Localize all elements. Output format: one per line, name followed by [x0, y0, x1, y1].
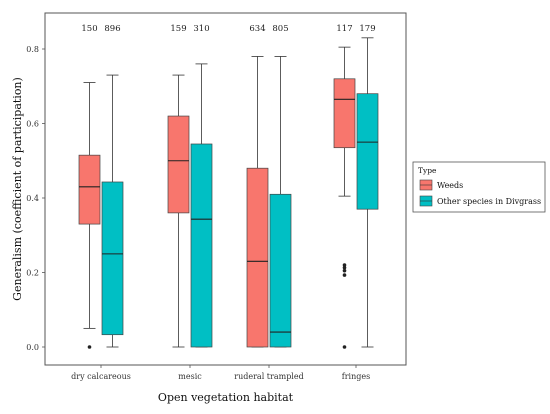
outlier-point	[342, 345, 347, 349]
legend-label-other: Other species in Divgrass	[437, 197, 541, 206]
outlier-point	[342, 265, 347, 270]
legend-frame	[412, 161, 546, 213]
box-iqr	[167, 115, 190, 214]
outlier-point	[342, 268, 347, 273]
y-tick-label: 0.2	[26, 269, 39, 278]
count-label: 117	[336, 24, 352, 34]
box-marks: 150 159 634 117 896 310 805 179	[78, 24, 379, 349]
x-tick-label: mesic	[178, 372, 202, 381]
box-other-1: 310	[190, 24, 213, 348]
box-other-3: 179	[356, 24, 379, 348]
outlier-point	[342, 273, 347, 277]
count-label: 150	[81, 24, 97, 34]
legend-title: Type	[418, 166, 437, 175]
box-weeds-0: 150	[78, 24, 101, 349]
x-axis: dry calcareous mesic ruderal trampled fring…	[71, 365, 370, 381]
outlier-point	[87, 345, 92, 349]
box-weeds-2: 634	[246, 24, 269, 348]
y-tick-label: 0.0	[26, 343, 39, 352]
box-weeds-3: 117	[333, 24, 356, 349]
count-label: 805	[272, 24, 288, 34]
x-tick-label: fringes	[342, 372, 370, 381]
box-iqr	[78, 154, 101, 225]
x-axis-title: Open vegetation habitat	[158, 391, 294, 404]
count-label: 896	[104, 24, 120, 34]
box-iqr	[101, 181, 124, 336]
box-iqr	[190, 143, 213, 348]
box-other-0: 896	[101, 24, 124, 348]
legend: Type Weeds Other species in Divgrass	[412, 161, 546, 213]
box-iqr	[269, 193, 292, 348]
box-other-2: 805	[269, 24, 292, 348]
count-label: 179	[359, 24, 375, 34]
box-iqr	[246, 167, 269, 348]
y-tick-label: 0.8	[26, 45, 39, 54]
count-label: 159	[170, 24, 186, 34]
outlier-point	[342, 263, 347, 267]
y-tick-label: 0.6	[26, 120, 39, 129]
box-weeds-1: 159	[167, 24, 190, 348]
count-label: 634	[249, 24, 265, 34]
y-tick-label: 0.4	[26, 194, 39, 203]
box-iqr	[333, 78, 356, 149]
x-tick-label: ruderal trampled	[234, 372, 303, 381]
x-tick-label: dry calcareous	[71, 372, 131, 381]
legend-label-weeds: Weeds	[437, 181, 463, 190]
count-label: 310	[193, 24, 209, 34]
box-iqr	[356, 93, 379, 210]
y-axis: 0.0 0.2 0.4 0.6 0.8	[26, 45, 45, 352]
y-axis-title: Generalism (coefficient of participation…	[11, 77, 24, 301]
